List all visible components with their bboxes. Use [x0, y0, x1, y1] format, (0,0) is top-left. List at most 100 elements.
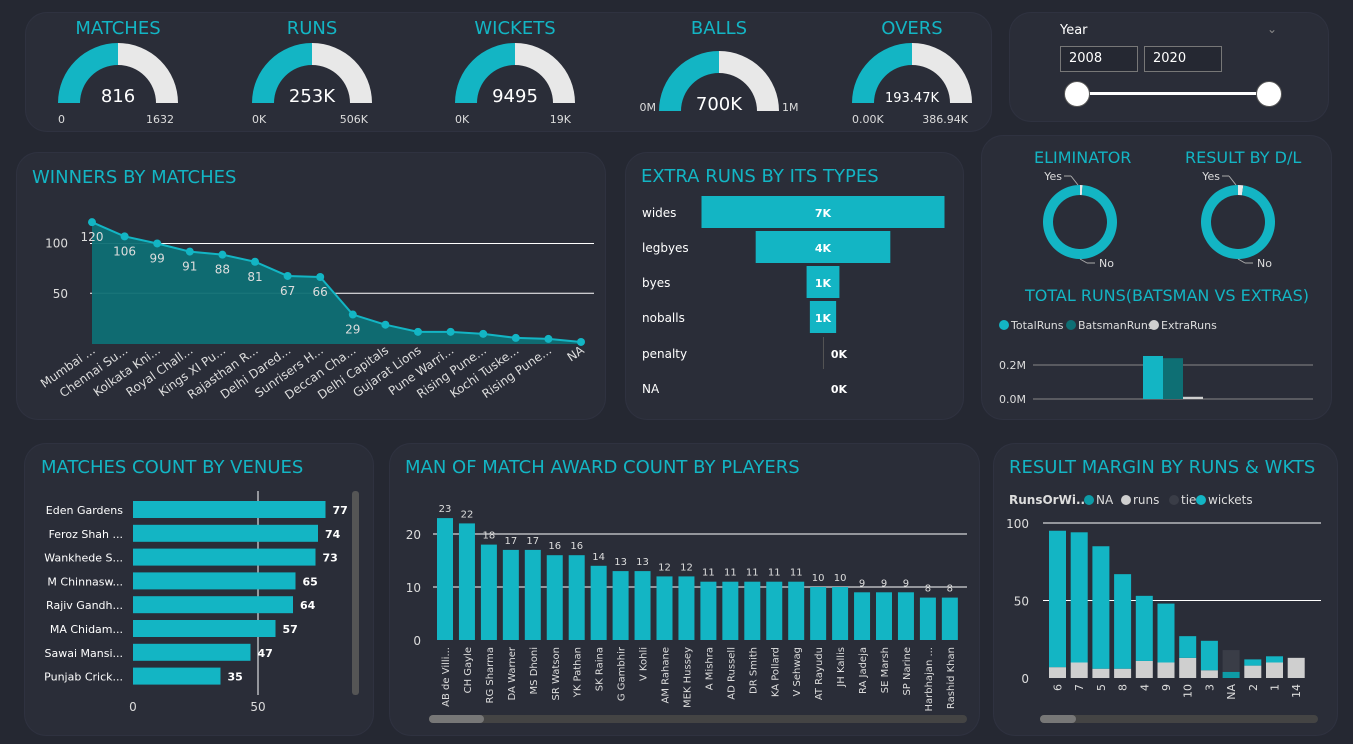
- donut-1-label-yes: Yes: [1201, 170, 1220, 183]
- margin-cat-3: 8: [1117, 684, 1130, 691]
- chevron-down-icon[interactable]: ⌄: [1267, 22, 1278, 36]
- donut-1-slice-0: [1238, 185, 1244, 196]
- mom-label-22: 8: [925, 584, 931, 595]
- venue-label-0: 77: [333, 504, 348, 517]
- point-1: [120, 232, 129, 241]
- winners-card: WINNERS BY MATCHES 50 100 120 Mumbai ... 106…: [16, 152, 606, 420]
- totalruns-title: TOTAL RUNS(BATSMAN VS EXTRAS): [1025, 286, 1310, 305]
- donut-0-slice-1: [1043, 185, 1117, 259]
- margin-bar-runs-11: [1287, 657, 1305, 678]
- venues-title: MATCHES COUNT BY VENUES: [41, 457, 304, 478]
- margin-scrollbar-thumb: [1040, 715, 1076, 723]
- legend-label-1: BatsmanRuns: [1078, 319, 1154, 332]
- point-5: [251, 257, 259, 266]
- margin-legend-label-1: runs: [1133, 493, 1159, 507]
- margin-ytick-100: 100: [1006, 517, 1029, 531]
- point-2: [153, 239, 162, 248]
- venue-cat-0: Eden Gardens: [46, 504, 123, 517]
- tr-ytick-0: 0.0M: [999, 393, 1026, 406]
- point-14: [544, 334, 553, 343]
- venue-cat-7: Punjab Crick...: [44, 671, 123, 684]
- mom-bar-13: [722, 581, 739, 640]
- point-13: [511, 333, 520, 342]
- mom-bar-11: [678, 576, 695, 640]
- mom-bar-9: [634, 571, 651, 640]
- venue-bar-7: [133, 667, 221, 685]
- venues-card: MATCHES COUNT BY VENUES Eden Gardens 77 Fe…: [24, 443, 374, 736]
- margin-cat-10: 1: [1269, 684, 1282, 691]
- kpi-title-0: MATCHES: [75, 18, 160, 39]
- right-panel-card: ELIMINATOR RESULT BY D/L TOTAL RUNS(BATS…: [981, 135, 1332, 420]
- data-label-3: 91: [182, 260, 197, 274]
- gauge-fill-1: [252, 43, 312, 103]
- mom-title: MAN OF MATCH AWARD COUNT BY PLAYERS: [405, 457, 800, 478]
- point-6: [283, 271, 292, 280]
- margin-legend-label-0: NA: [1096, 493, 1114, 507]
- margin-cat-8: NA: [1225, 684, 1238, 700]
- mom-label-3: 17: [504, 536, 517, 547]
- extras-label-5: 0K: [831, 383, 848, 396]
- margin-bar-runs-5: [1157, 662, 1175, 678]
- kpi-max-0: 1632: [146, 113, 174, 126]
- mom-cat-10: AM Rahane: [661, 647, 672, 703]
- legend-dot-1: [1066, 320, 1076, 330]
- mom-cat-12: A Mishra: [704, 647, 715, 690]
- extras-title: EXTRA RUNS BY ITS TYPES: [641, 166, 879, 187]
- kpi-value-4: 193.47K: [885, 91, 939, 106]
- mom-label-20: 9: [881, 578, 887, 589]
- margin-title: RESULT MARGIN BY RUNS & WKTS: [1009, 457, 1316, 478]
- year-from-input[interactable]: 2008: [1060, 46, 1138, 72]
- extras-chart: wides 7K legbyes 4K byes 1K noballs 1K penalty 0K…: [642, 196, 945, 396]
- legend-label-0: TotalRuns: [1010, 319, 1064, 332]
- mom-label-13: 11: [724, 568, 737, 579]
- data-label-1: 106: [113, 244, 136, 258]
- area-fill: [92, 222, 581, 344]
- donut-1-slice-1: [1201, 185, 1275, 259]
- mom-cat-18: JH Kallis: [836, 647, 847, 688]
- margin-scrollbar-track: [1040, 715, 1318, 723]
- margin-cat-4: 4: [1138, 684, 1151, 691]
- gauge-track-3: [719, 51, 779, 111]
- mom-scrollbar-track: [429, 715, 967, 723]
- mom-cat-11: MEK Hussey: [682, 647, 693, 708]
- donut-0-label-yes: Yes: [1043, 170, 1062, 183]
- margin-chart: RunsOrWi... NA runs tie wickets 0 50 100 6 7 5 8 4 9 1…: [1006, 493, 1321, 723]
- mom-bar-7: [590, 565, 607, 640]
- venue-label-2: 73: [323, 552, 338, 565]
- donut-0-label-no: No: [1099, 257, 1114, 270]
- kpi-value-1: 253K: [289, 86, 336, 107]
- venue-label-5: 57: [283, 623, 298, 636]
- venue-label-7: 35: [228, 671, 243, 684]
- point-8: [348, 310, 357, 319]
- kpi-value-0: 816: [101, 86, 135, 107]
- kpi-value-2: 9495: [492, 86, 538, 107]
- point-12: [479, 329, 488, 338]
- kpi-max-1: 506K: [340, 113, 369, 126]
- mom-label-0: 23: [439, 504, 452, 515]
- margin-legend-title: RunsOrWi...: [1009, 493, 1090, 507]
- venue-bar-0: [133, 501, 326, 518]
- extras-cat-1: legbyes: [642, 241, 689, 255]
- venue-bar-3: [133, 572, 296, 590]
- year-to-input[interactable]: 2020: [1144, 46, 1222, 72]
- venue-cat-4: Rajiv Gandh...: [46, 599, 123, 612]
- point-0: [88, 218, 96, 227]
- mom-cat-22: Harbhajan ...: [924, 647, 935, 712]
- slider-handle-start[interactable]: [1064, 81, 1090, 107]
- margin-card: RESULT MARGIN BY RUNS & WKTS RunsOrWi...…: [993, 443, 1338, 736]
- right-panel-charts: Yes No Yes No TotalRuns BatsmanRuns ExtraRuns 0…: [999, 170, 1313, 406]
- venue-cat-2: Wankhede S...: [44, 552, 123, 565]
- margin-cat-7: 3: [1203, 684, 1216, 691]
- gauge-track-2: [515, 43, 575, 103]
- margin-legend-label-3: wickets: [1208, 493, 1253, 507]
- venue-label-1: 74: [325, 528, 341, 541]
- margin-cat-5: 9: [1160, 684, 1173, 691]
- mom-label-2: 18: [483, 531, 496, 542]
- venue-label-6: 47: [258, 647, 273, 660]
- point-4: [218, 250, 227, 259]
- extras-bar-4: [822, 337, 824, 369]
- margin-bar-wickets-0: [1049, 530, 1066, 668]
- slider-handle-end[interactable]: [1256, 81, 1282, 107]
- mom-label-6: 16: [570, 541, 583, 552]
- mom-bar-18: [832, 587, 849, 640]
